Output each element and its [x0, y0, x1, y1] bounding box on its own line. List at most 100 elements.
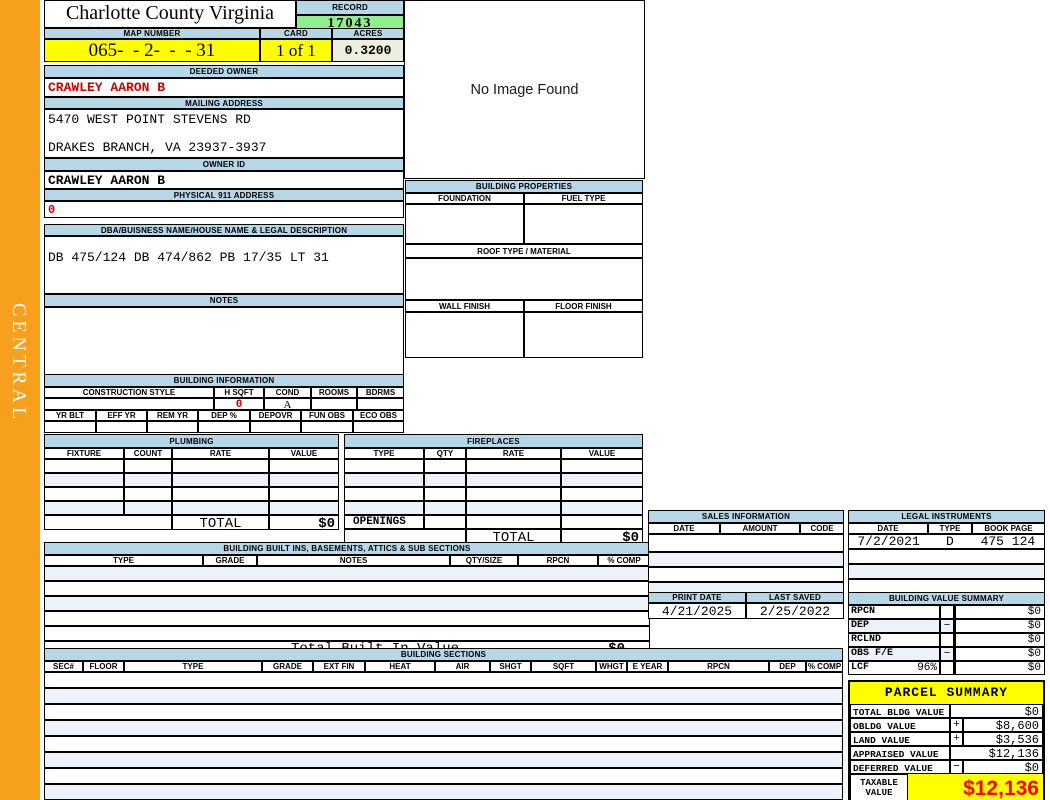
cond-label: COND: [264, 387, 311, 398]
fireplaces-title: FIREPLACES: [344, 434, 643, 448]
bvs-value: $0: [954, 633, 1045, 647]
deppct-value: [198, 421, 250, 433]
building-value-summary-panel: BUILDING VALUE SUMMARY RPCN $0 DEP − $0 …: [848, 592, 1045, 675]
legal-instruments-title: LEGAL INSTRUMENTS: [848, 510, 1045, 523]
dates-panel: PRINT DATE LAST SAVED 4/21/2025 2/25/202…: [648, 592, 844, 619]
notes-label: NOTES: [44, 294, 404, 307]
ps-label: TOTAL BLDG VALUE: [850, 704, 950, 718]
bvs-sign: −: [940, 647, 954, 661]
bi-notes-label: NOTES: [257, 555, 450, 566]
funobs-label: FUN OBS: [301, 410, 353, 421]
deppct-label: DEP %: [198, 410, 250, 421]
li-date-value: 7/2/2021: [857, 534, 920, 549]
building-information-panel: BUILDING INFORMATION CONSTRUCTION STYLE …: [44, 374, 404, 433]
bvs-label: OBS F/E: [848, 647, 940, 661]
building-value-summary-title: BUILDING VALUE SUMMARY: [848, 592, 1045, 605]
ps-value: $3,536: [963, 732, 1043, 746]
bs-comp-label: % COMP: [806, 661, 843, 672]
last-saved-label: LAST SAVED: [746, 592, 844, 603]
bvs-label: DEP: [848, 619, 940, 633]
fixture-label: FIXTURE: [44, 448, 124, 459]
fuel-type-value: [524, 204, 643, 244]
record-value: 17043: [296, 15, 404, 32]
construction-style-label: CONSTRUCTION STYLE: [44, 387, 214, 398]
bs-eyear-label: E YEAR: [627, 661, 668, 672]
rate-label: RATE: [172, 448, 269, 459]
ps-label: OBLDG VALUE: [850, 718, 950, 732]
mailing-address-line1: 5470 WEST POINT STEVENS RD: [48, 112, 251, 127]
bs-whgt-label: WHGT: [596, 661, 627, 672]
building-information-title: BUILDING INFORMATION: [44, 374, 404, 387]
cond-value: A: [264, 398, 311, 410]
fp-type-label: TYPE: [344, 448, 424, 459]
owner-panel: Charlotte County Virginia Commissioner o…: [44, 0, 404, 414]
value-label: VALUE: [269, 448, 339, 459]
openings-label: OPENINGS: [344, 515, 424, 529]
bvs-label: LCF: [851, 662, 870, 673]
acres-label: ACRES: [332, 28, 404, 39]
sales-amount-label: AMOUNT: [720, 523, 800, 534]
rooms-label: ROOMS: [311, 387, 357, 398]
effyr-label: EFF YR: [96, 410, 147, 421]
wall-finish-label: WALL FINISH: [405, 300, 524, 312]
construction-style-value: [44, 398, 214, 410]
owner-id-value: CRAWLEY AARON B: [44, 171, 404, 189]
rooms-value: [311, 398, 357, 410]
floor-finish-label: FLOOR FINISH: [524, 300, 643, 312]
roof-type-label: ROOF TYPE / MATERIAL: [405, 244, 643, 258]
fp-rate-label: RATE: [466, 448, 561, 459]
built-ins-title: BUILDING BUILT INS, BASEMENTS, ATTICS & …: [44, 542, 650, 555]
bdrms-label: BDRMS: [357, 387, 404, 398]
sales-code-label: CODE: [800, 523, 844, 534]
plumbing-total-label: TOTAL: [172, 515, 269, 530]
ps-label: LAND VALUE: [850, 732, 950, 746]
count-label: COUNT: [124, 448, 172, 459]
remyr-label: REM YR: [147, 410, 198, 421]
roof-type-value: [405, 258, 643, 300]
bvs-value: $0: [954, 619, 1045, 633]
wall-finish-value: [405, 312, 524, 358]
map-number-value: 065- - 2- - - 31: [44, 39, 260, 62]
bs-rpcn-label: RPCN: [668, 661, 769, 672]
effyr-value: [96, 421, 147, 433]
ecoobs-value: [353, 421, 404, 433]
depovr-value: [250, 421, 301, 433]
parcel-summary-title: PARCEL SUMMARY: [884, 685, 1009, 700]
sales-date-label: DATE: [648, 523, 720, 534]
bi-type-label: TYPE: [44, 555, 203, 566]
building-sections-title: BUILDING SECTIONS: [44, 648, 843, 661]
bs-sqft-label: SQFT: [531, 661, 596, 672]
plumbing-title: PLUMBING: [44, 434, 339, 448]
building-sections-panel: BUILDING SECTIONS SEC# FLOOR TYPE GRADE …: [44, 648, 843, 800]
ps-sign: +: [950, 718, 963, 732]
yrblt-label: YR BLT: [44, 410, 96, 421]
yrblt-value: [44, 421, 96, 433]
hsqft-label: H SQFT: [214, 387, 264, 398]
region-label: CENTRAL: [8, 303, 30, 424]
bs-floor-label: FLOOR: [83, 661, 124, 672]
ps-value: $0: [950, 704, 1043, 718]
fireplaces-total-value: $0: [561, 529, 643, 544]
bdrms-value: [357, 398, 404, 410]
foundation-label: FOUNDATION: [405, 193, 524, 204]
owner-id-label: OWNER ID: [44, 158, 404, 171]
li-type-value: D: [946, 534, 954, 549]
ecoobs-label: ECO OBS: [353, 410, 404, 421]
bs-extfin-label: EXT FIN: [313, 661, 365, 672]
li-bookpage-label: BOOK PAGE: [972, 523, 1045, 534]
bvs-lcf-pct: 96%: [917, 662, 937, 674]
hsqft-value: 0: [214, 398, 264, 410]
bvs-sign: [940, 633, 954, 647]
deeded-owner-value: CRAWLEY AARON B: [44, 78, 404, 97]
bs-sec-label: SEC#: [44, 661, 83, 672]
bvs-sign: [940, 605, 954, 619]
plumbing-panel: PLUMBING FIXTURE COUNT RATE VALUE TOTAL …: [44, 434, 339, 530]
foundation-value: [405, 204, 524, 244]
bvs-value: $0: [954, 661, 1045, 675]
li-type-label: TYPE: [928, 523, 972, 534]
bvs-label: RCLND: [848, 633, 940, 647]
floor-finish-value: [524, 312, 643, 358]
li-date-label: DATE: [848, 523, 928, 534]
county-title-box: Charlotte County Virginia Commissioner o…: [44, 0, 296, 28]
legal-description-value: DB 475/124 DB 474/862 PB 17/35 LT 31: [44, 236, 404, 294]
